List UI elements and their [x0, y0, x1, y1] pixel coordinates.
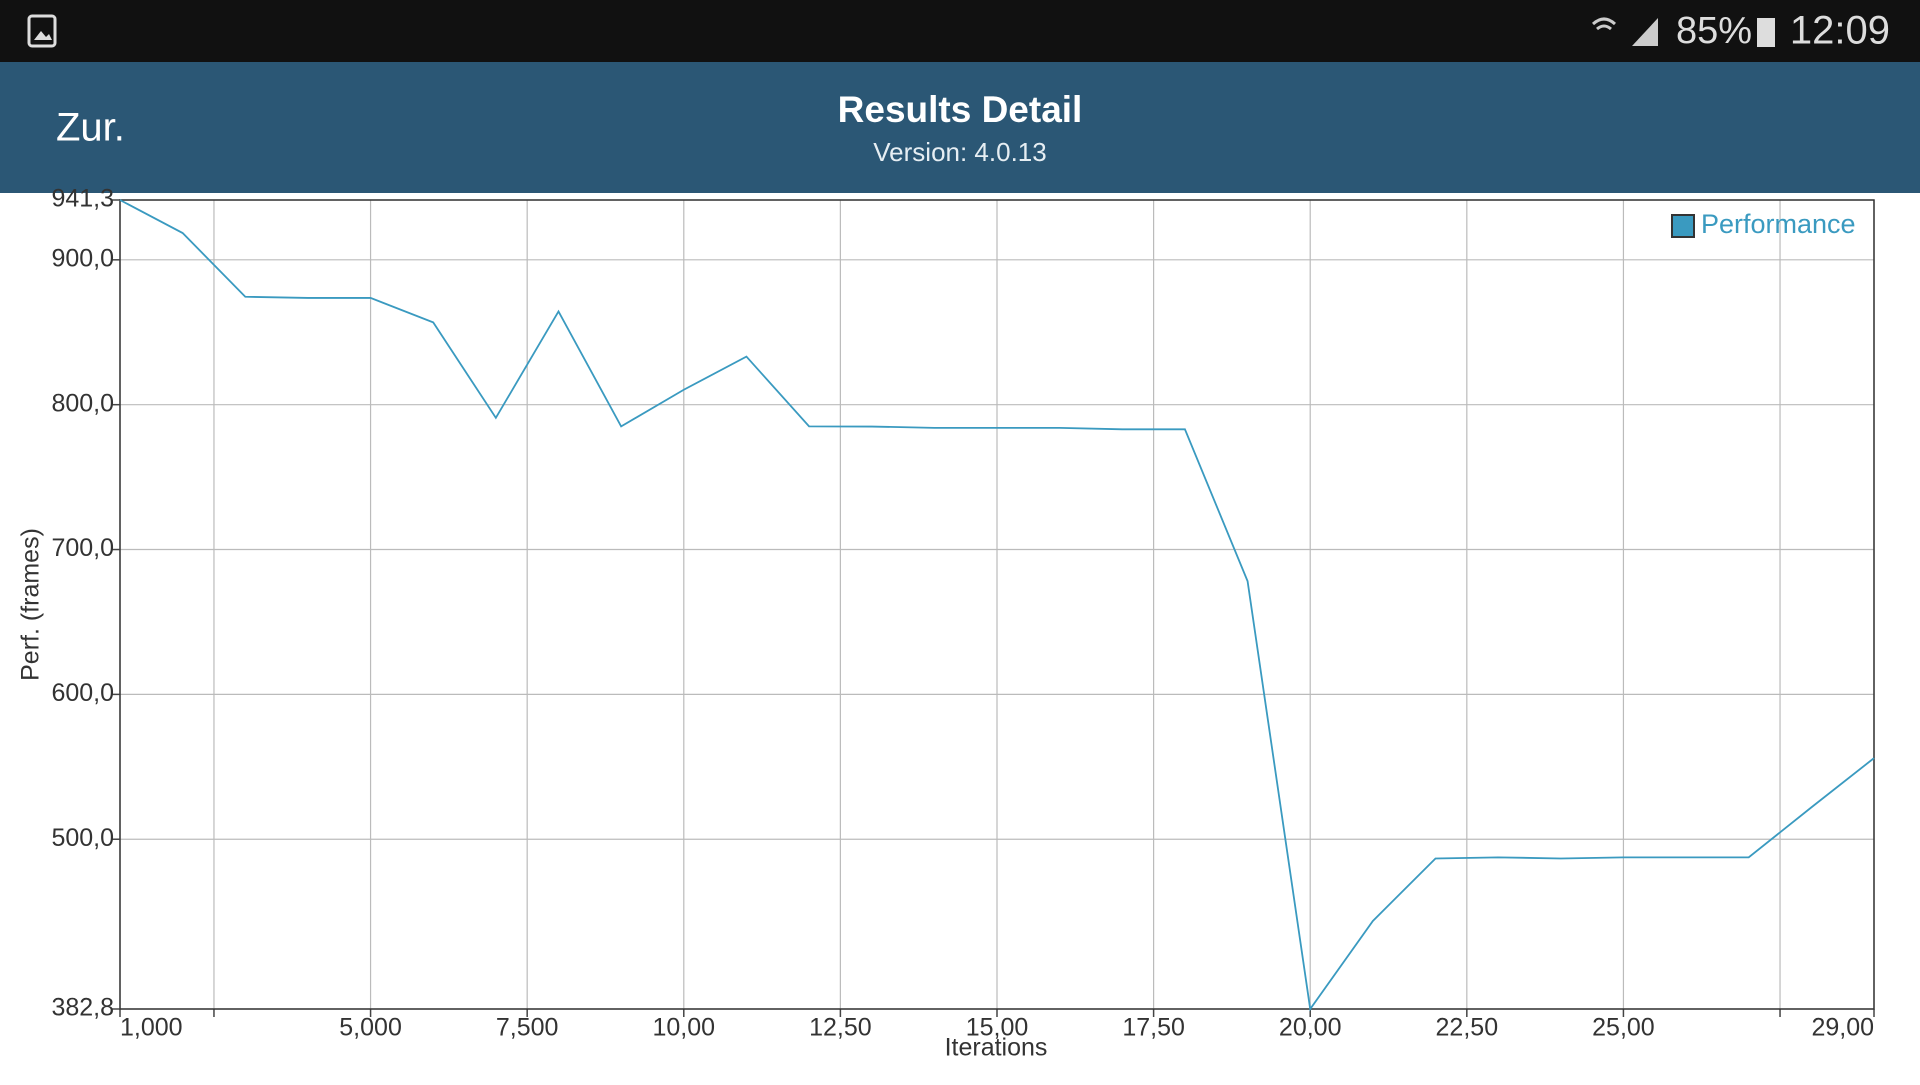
- x-tick-label: 5,000: [339, 1014, 402, 1042]
- x-tick-label: 1,000: [120, 1014, 183, 1042]
- legend-label: Performance: [1701, 209, 1856, 239]
- signal-icon: [1632, 18, 1658, 46]
- y-tick-label: 382,8: [51, 994, 114, 1022]
- back-button[interactable]: Zur.: [56, 106, 125, 150]
- y-axis-label: Perf. (frames): [17, 528, 45, 681]
- x-tick-label: 17,50: [1122, 1014, 1185, 1042]
- x-tick-label: 12,50: [809, 1014, 872, 1042]
- battery-icon: [1757, 18, 1775, 47]
- y-tick-label: 600,0: [51, 679, 114, 707]
- status-bar: [0, 0, 1920, 62]
- y-tick-label: 700,0: [51, 534, 114, 562]
- series-line: [119, 199, 1875, 1012]
- x-tick-label: 22,50: [1436, 1014, 1499, 1042]
- x-tick-label: 10,00: [653, 1014, 716, 1042]
- y-tick-label: 500,0: [51, 824, 114, 852]
- y-tick-label: 800,0: [51, 389, 114, 417]
- legend-swatch: [1671, 214, 1695, 238]
- x-tick-label: 20,00: [1279, 1014, 1342, 1042]
- y-tick-label: 900,0: [51, 244, 114, 272]
- plot-frame: [119, 199, 1875, 1010]
- header: [0, 62, 1920, 193]
- plot: 382,8 500,0 600,0 700,0 800,0 900,0 941,3 1,000…: [17, 185, 1875, 1062]
- y-tick-label: 941,3: [51, 185, 114, 213]
- x-tick-label: 29,00: [1811, 1014, 1874, 1042]
- x-tick-label: 25,00: [1592, 1014, 1655, 1042]
- clock: 12:09: [1790, 9, 1890, 53]
- x-tick-label: 7,500: [496, 1014, 559, 1042]
- header-title: Results Detail: [838, 89, 1083, 130]
- gallery-icon-mark: [34, 31, 52, 40]
- x-axis-label: Iterations: [945, 1034, 1048, 1062]
- header-subtitle: Version: 4.0.13: [873, 137, 1046, 167]
- x-tick-label: 15,00: [966, 1014, 1029, 1042]
- gallery-icon: [27, 14, 57, 48]
- battery-text: 85%: [1676, 10, 1752, 52]
- wifi-icon: [1591, 17, 1617, 31]
